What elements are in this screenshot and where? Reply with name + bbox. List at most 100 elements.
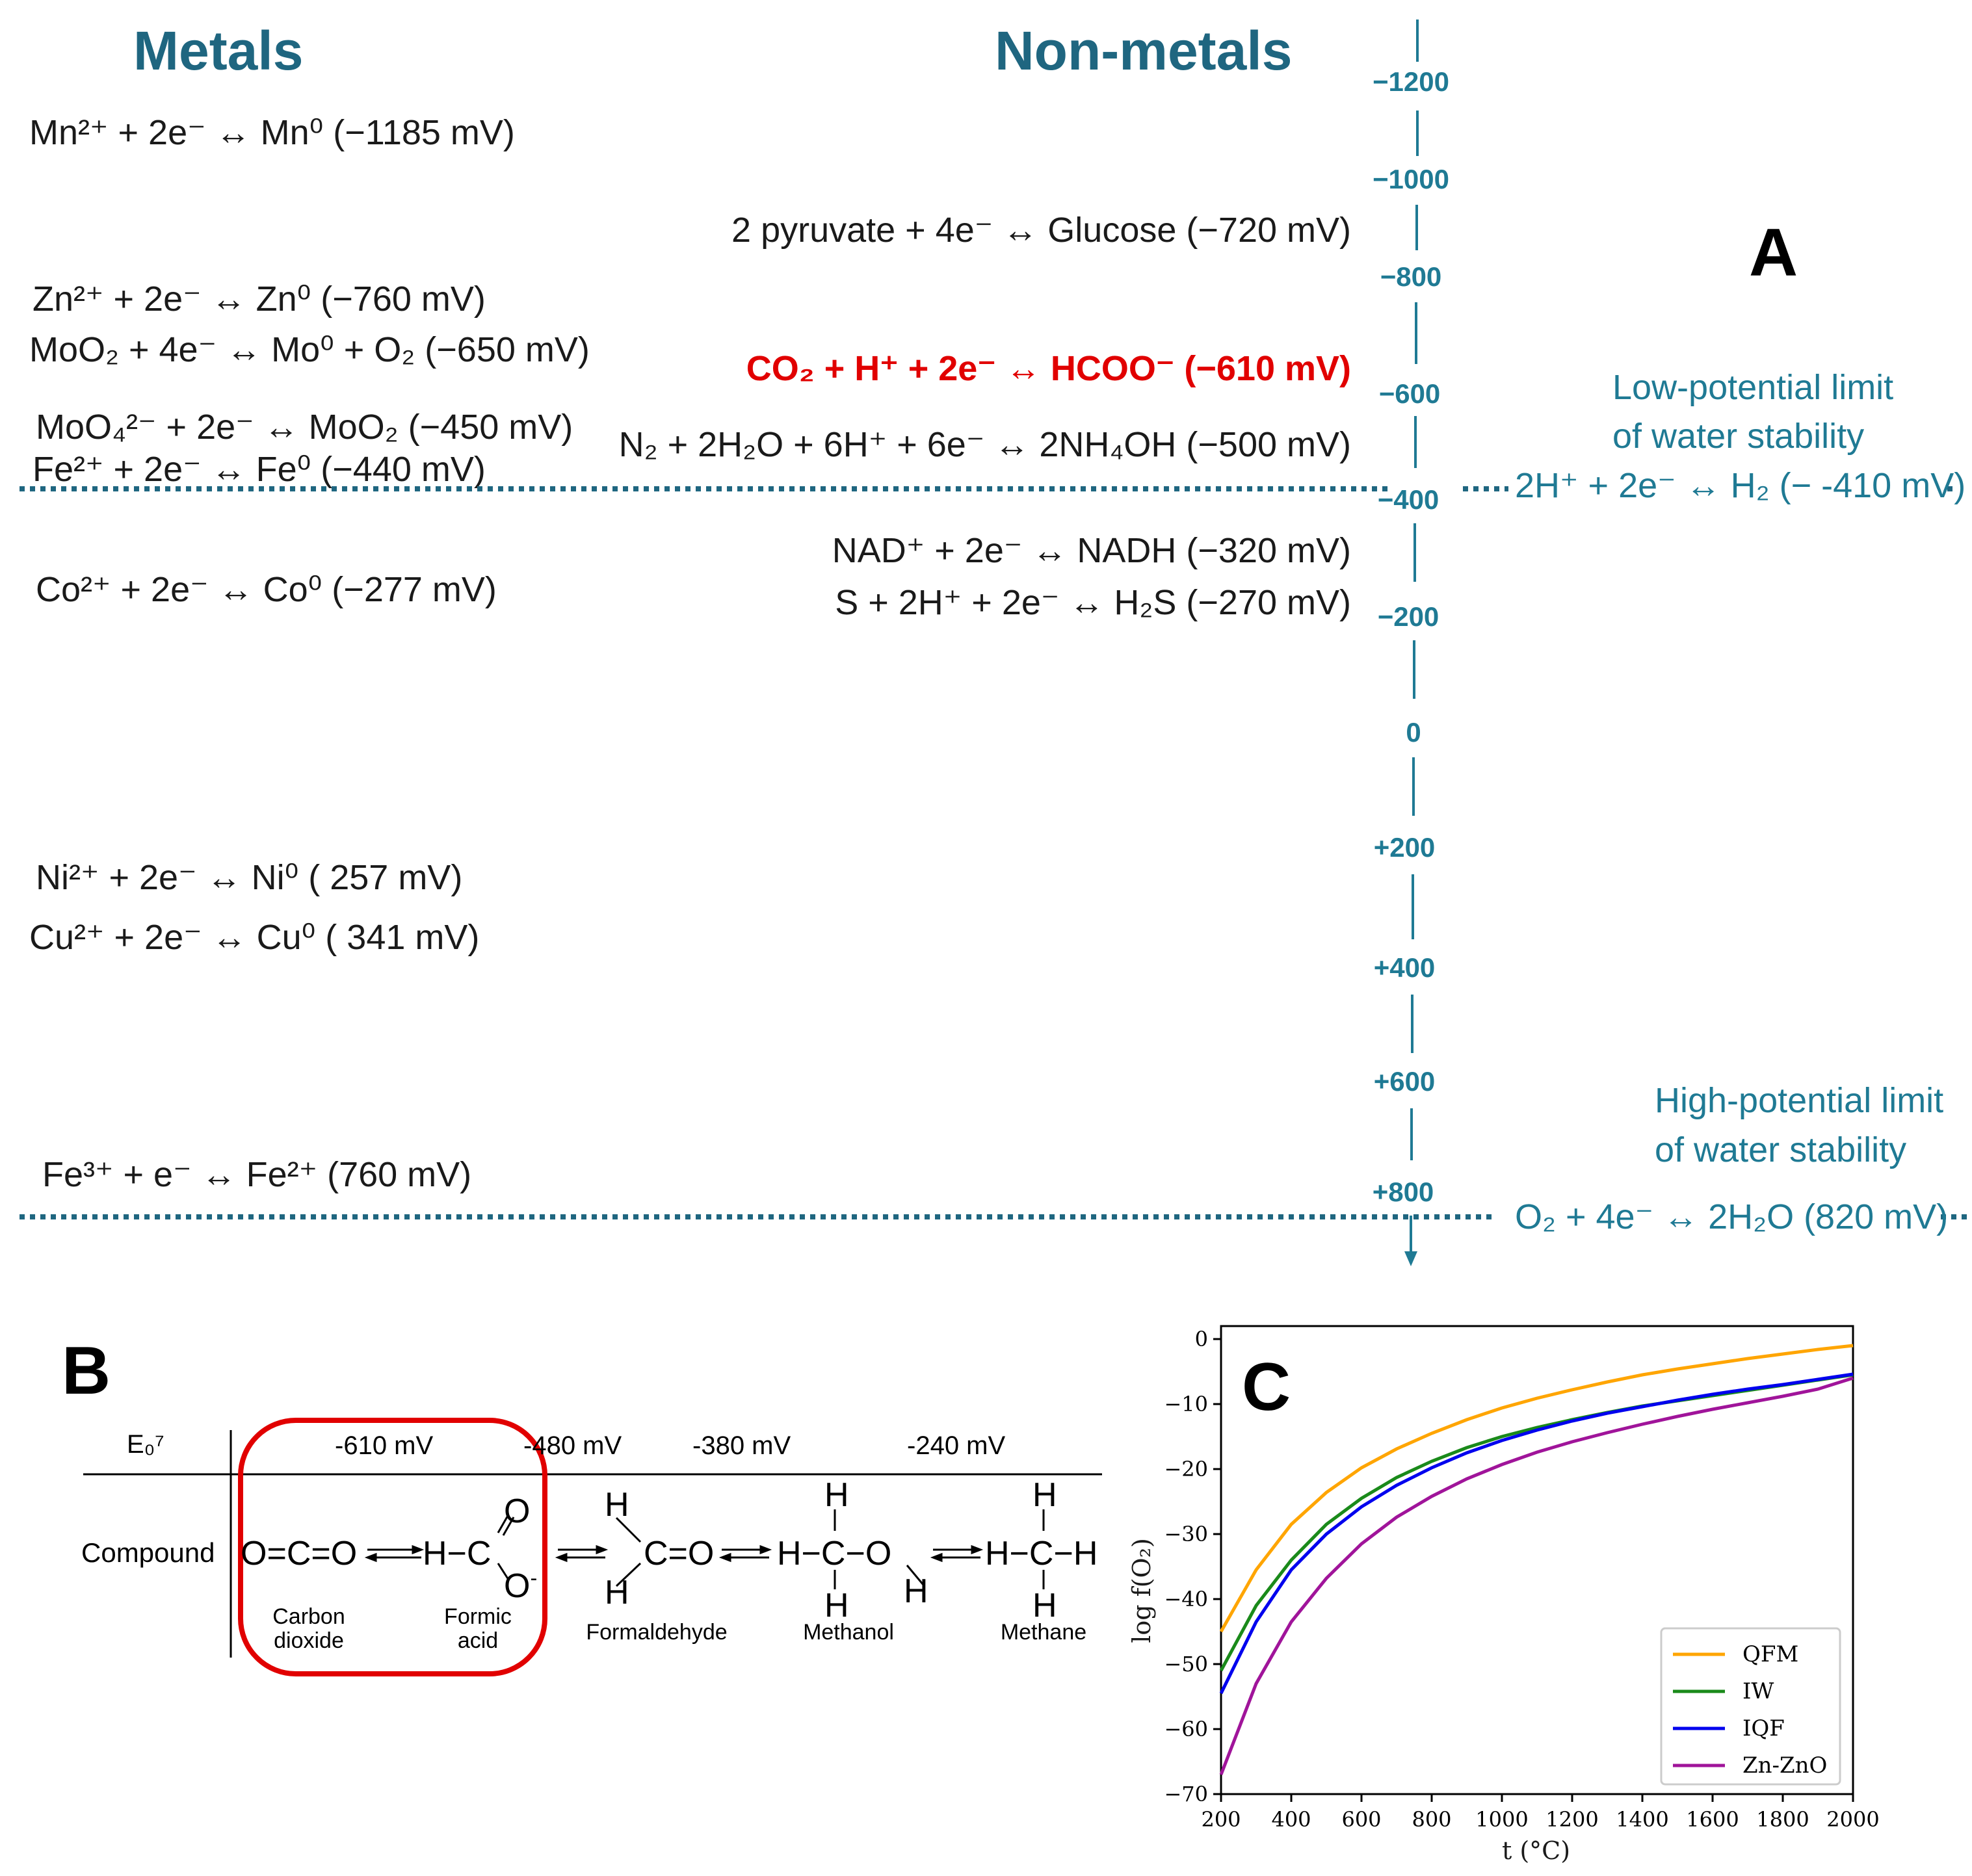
panel-a-label: A bbox=[1749, 215, 1798, 291]
axis-tick-label: 0 bbox=[1406, 717, 1421, 748]
high-limit-title: High-potential limit bbox=[1655, 1081, 1944, 1120]
chart-x-axis-label: t (°C) bbox=[1502, 1836, 1571, 1865]
x-tick-label: 2000 bbox=[1826, 1807, 1879, 1832]
formic-acid-oxygen-bottom: O- bbox=[504, 1566, 538, 1605]
metal-reaction: MoO₂ + 4e⁻ ↔ Mo⁰ + O₂ (−650 mV) bbox=[29, 330, 590, 369]
axis-tick-label: +800 bbox=[1372, 1177, 1434, 1207]
metal-reaction: Ni²⁺ + 2e⁻ ↔ Ni⁰ ( 257 mV) bbox=[36, 858, 463, 897]
compound-name: acid bbox=[457, 1628, 499, 1653]
metal-reaction: Fe³⁺ + e⁻ ↔ Fe²⁺ (760 mV) bbox=[42, 1155, 472, 1194]
nonmetal-reaction: NAD⁺ + 2e⁻ ↔ NADH (−320 mV) bbox=[832, 531, 1351, 570]
structure-bonds bbox=[497, 1509, 1045, 1589]
metal-reaction: Cu²⁺ + 2e⁻ ↔ Cu⁰ ( 341 mV) bbox=[29, 918, 480, 957]
high-limit-subtitle: of water stability bbox=[1655, 1130, 1907, 1169]
methanol-h-top: H bbox=[824, 1476, 849, 1514]
row-header-compound: Compound bbox=[81, 1537, 215, 1568]
compound-name: Methanol bbox=[803, 1620, 894, 1645]
methane-h-top: H bbox=[1032, 1476, 1057, 1514]
legend-entry: QFM bbox=[1742, 1641, 1798, 1667]
x-tick-label: 1600 bbox=[1686, 1807, 1739, 1832]
axis-tick-label: +400 bbox=[1373, 952, 1436, 983]
chart-legend bbox=[1660, 1627, 1841, 1786]
axis-tick-label: +200 bbox=[1373, 832, 1436, 863]
metal-reaction: Zn²⁺ + 2e⁻ ↔ Zn⁰ (−760 mV) bbox=[33, 280, 486, 319]
x-tick-label: 800 bbox=[1412, 1807, 1451, 1832]
nonmetal-reaction: 2 pyruvate + 4e⁻ ↔ Glucose (−720 mV) bbox=[731, 211, 1351, 250]
highlight-box bbox=[238, 1418, 547, 1676]
axis-tick-label: −1000 bbox=[1373, 164, 1449, 194]
axis-tick-label: −1200 bbox=[1373, 66, 1449, 97]
y-tick-label: −70 bbox=[1164, 1782, 1208, 1806]
low-limit-subtitle: of water stability bbox=[1612, 417, 1865, 456]
methanol-h-hydroxyl: H bbox=[904, 1572, 928, 1610]
y-tick-label: −20 bbox=[1164, 1457, 1208, 1481]
y-tick-label: −50 bbox=[1164, 1652, 1208, 1676]
legend-entry: IQF bbox=[1742, 1715, 1785, 1741]
y-tick-label: −40 bbox=[1164, 1587, 1208, 1611]
legend-entry: Zn-ZnO bbox=[1742, 1752, 1827, 1778]
methanol-h-bottom: H bbox=[824, 1587, 849, 1624]
high-limit-reaction: O₂ + 4e⁻ ↔ 2H₂O (820 mV) bbox=[1515, 1197, 1949, 1236]
y-tick-label: 0 bbox=[1195, 1327, 1208, 1351]
formic-acid-structure: H−C bbox=[423, 1535, 492, 1572]
series-line-iw bbox=[1219, 1373, 1854, 1672]
carbon-dioxide-structure: O=C=O bbox=[241, 1535, 358, 1572]
metal-reaction: MoO₄²⁻ + 2e⁻ ↔ MoO₂ (−450 mV) bbox=[36, 408, 573, 447]
compound-name: Formaldehyde bbox=[586, 1620, 728, 1645]
x-tick-label: 200 bbox=[1201, 1807, 1241, 1832]
x-tick-label: 600 bbox=[1341, 1807, 1381, 1832]
potential-label: -240 mV bbox=[907, 1431, 1006, 1460]
y-tick-label: −30 bbox=[1164, 1522, 1208, 1546]
low-limit-title: Low-potential limit bbox=[1612, 368, 1894, 407]
formaldehyde-h-top: H bbox=[605, 1486, 629, 1524]
potential-label: -480 mV bbox=[523, 1431, 622, 1460]
compound-name: Formic bbox=[444, 1604, 512, 1629]
y-tick-label: −10 bbox=[1164, 1392, 1208, 1416]
x-tick-label: 400 bbox=[1271, 1807, 1311, 1832]
series-line-qfm bbox=[1219, 1344, 1854, 1633]
metal-reaction: Mn²⁺ + 2e⁻ ↔ Mn⁰ (−1185 mV) bbox=[29, 113, 515, 152]
metal-reaction: Fe²⁺ + 2e⁻ ↔ Fe⁰ (−440 mV) bbox=[33, 450, 486, 489]
nonmetal-reaction: N₂ + 2H₂O + 6H⁺ + 6e⁻ ↔ 2NH₄OH (−500 mV) bbox=[618, 425, 1351, 464]
compound-name: dioxide bbox=[274, 1628, 344, 1653]
methanol-structure: H−C−O bbox=[777, 1535, 892, 1572]
methane-h-bottom: H bbox=[1032, 1587, 1057, 1624]
axis-tick-label: −600 bbox=[1378, 378, 1441, 409]
x-tick-label: 1800 bbox=[1756, 1807, 1809, 1832]
methane-structure: H−C−H bbox=[985, 1535, 1098, 1572]
series-line-iqf bbox=[1219, 1372, 1854, 1695]
axis-tick-label: −200 bbox=[1377, 601, 1440, 632]
metals-header: Metals bbox=[133, 20, 304, 81]
axis-arrow bbox=[1404, 1251, 1417, 1266]
metal-reaction: Co²⁺ + 2e⁻ ↔ Co⁰ (−277 mV) bbox=[36, 570, 497, 609]
legend-entry: IW bbox=[1742, 1678, 1774, 1704]
formaldehyde-structure: C=O bbox=[644, 1535, 715, 1572]
series-line-zn-zno bbox=[1219, 1376, 1854, 1775]
potential-label: -610 mV bbox=[335, 1431, 434, 1460]
chart-y-axis-label: log f(O₂) bbox=[1127, 1538, 1156, 1643]
panel-c-label: C bbox=[1242, 1349, 1291, 1425]
axis-tick-label: +600 bbox=[1373, 1066, 1436, 1097]
panel-b-label: B bbox=[62, 1333, 111, 1409]
compound-name: Methane bbox=[1000, 1620, 1087, 1645]
axis-tick-label: −800 bbox=[1380, 261, 1442, 292]
formaldehyde-h-bottom: H bbox=[605, 1574, 629, 1611]
compound-name: Carbon bbox=[272, 1604, 345, 1629]
nonmetal-reaction: S + 2H⁺ + 2e⁻ ↔ H₂S (−270 mV) bbox=[835, 583, 1351, 622]
y-tick-label: −60 bbox=[1164, 1717, 1208, 1741]
row-header-potential: E₀⁷ bbox=[127, 1430, 164, 1459]
nonmetal-reaction-highlight: CO₂ + H⁺ + 2e⁻ ↔ HCOO⁻ (−610 mV) bbox=[746, 349, 1351, 388]
low-limit-reaction: 2H⁺ + 2e⁻ ↔ H₂ (− -410 mV) bbox=[1515, 466, 1966, 505]
x-tick-label: 1000 bbox=[1475, 1807, 1528, 1832]
chart-frame bbox=[1220, 1325, 1854, 1795]
x-tick-label: 1200 bbox=[1545, 1807, 1598, 1832]
axis-tick-label: −400 bbox=[1377, 484, 1440, 515]
potential-label: -380 mV bbox=[692, 1431, 791, 1460]
equilibrium-arrows bbox=[364, 1544, 984, 1563]
x-tick-label: 1400 bbox=[1616, 1807, 1668, 1832]
formic-acid-oxygen-top: O bbox=[504, 1492, 531, 1530]
nonmetals-header: Non-metals bbox=[995, 20, 1293, 81]
